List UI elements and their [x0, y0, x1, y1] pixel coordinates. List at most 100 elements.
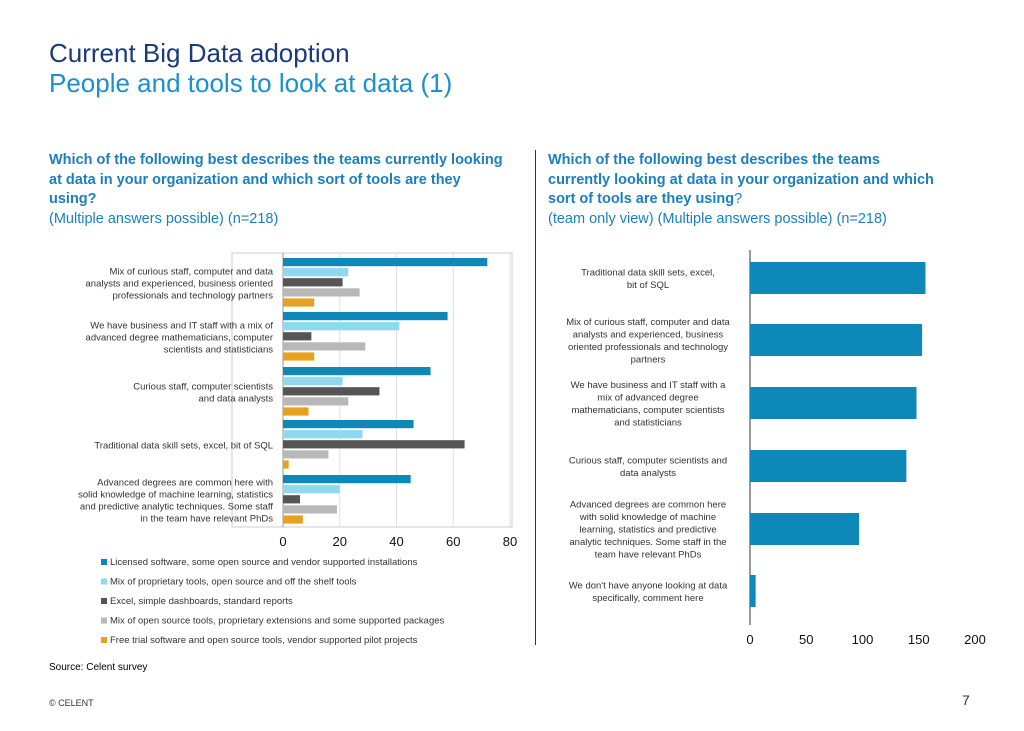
- bar: [283, 377, 343, 386]
- category-label: Traditional data skill sets, excel, bit …: [94, 440, 273, 451]
- bar: [283, 367, 431, 376]
- category-label-line: We have business and IT staff with a: [571, 380, 726, 391]
- bar: [283, 387, 380, 396]
- category-label-line: Advanced degrees are common here: [570, 500, 726, 511]
- category-label-line: analysts and experienced, business orien…: [86, 278, 273, 289]
- legend-swatch: [101, 578, 107, 585]
- bar: [283, 322, 400, 331]
- legend-label: Licensed software, some open source and …: [110, 557, 418, 568]
- bar: [283, 278, 343, 287]
- plot-frame: [231, 252, 513, 528]
- right-question: Which of the following best describes th…: [548, 151, 943, 229]
- bar: [283, 485, 340, 494]
- x-tick-label: 50: [799, 632, 813, 647]
- bar: [283, 342, 366, 351]
- category-label-line: analytic techniques. Some staff in the: [569, 537, 726, 548]
- category-label-line: Mix of curious staff, computer and data: [566, 317, 730, 328]
- bar: [283, 298, 315, 307]
- right-question-mark: ?: [734, 191, 743, 207]
- category-label-line: Traditional data skill sets, excel, bit …: [94, 440, 273, 451]
- category-label-line: and data analysts: [199, 393, 274, 404]
- column-divider: [535, 150, 536, 645]
- x-tick-label: 60: [446, 534, 460, 549]
- bar: [283, 475, 411, 484]
- bar: [283, 397, 349, 406]
- category-label-line: mathematicians, computer scientists: [571, 405, 724, 416]
- left-question-text: Which of the following best describes th…: [49, 152, 503, 207]
- bar: [283, 450, 329, 459]
- bar: [283, 268, 349, 277]
- category-label-line: learning, statistics and predictive: [579, 525, 716, 536]
- bar: [283, 312, 448, 321]
- bar: [283, 460, 289, 469]
- category-label: Curious staff, computer scientists and da…: [133, 381, 273, 404]
- bar: [750, 575, 756, 607]
- category-label-line: partners: [631, 354, 666, 365]
- x-tick-label: 40: [389, 534, 403, 549]
- category-label-line: in the team have relevant PhDs: [140, 513, 273, 524]
- category-label-line: Curious staff, computer scientists and: [569, 455, 727, 466]
- category-label-line: We don't have anyone looking at data: [569, 580, 728, 591]
- category-label-line: mix of advanced degree: [597, 392, 698, 403]
- legend-swatch: [101, 598, 107, 604]
- legend-swatch: [101, 617, 107, 624]
- category-label: Curious staff, computer scientists and da…: [569, 455, 727, 479]
- category-label-line: and predictive analytic techniques. Some…: [80, 501, 273, 512]
- source-note: Source: Celent survey: [49, 662, 148, 673]
- x-tick-label: 0: [746, 632, 753, 647]
- x-tick-label: 0: [279, 534, 286, 549]
- category-label-line: We have business and IT staff with a mix…: [90, 320, 273, 331]
- legend-swatch: [101, 637, 107, 643]
- left-question-note: (Multiple answers possible) (n=218): [49, 210, 279, 227]
- category-label-line: analysts and experienced, business: [573, 329, 724, 340]
- bar: [750, 324, 923, 356]
- bar: [283, 407, 309, 416]
- category-label: Advanced degrees are common here with sol…: [569, 500, 726, 561]
- bar: [283, 258, 488, 267]
- category-label-line: data analysts: [620, 468, 676, 479]
- bar: [283, 288, 360, 297]
- bar: [283, 430, 363, 439]
- bar: [283, 515, 303, 524]
- bar: [283, 352, 315, 361]
- bar: [750, 450, 907, 482]
- bar: [283, 420, 414, 429]
- category-label-line: specifically, comment here: [592, 593, 703, 604]
- bar: [750, 513, 860, 545]
- page-title: Current Big Data adoption: [49, 38, 350, 68]
- right-question-text: Which of the following best describes th…: [548, 152, 934, 207]
- category-label: Advanced degrees are common here with sol…: [78, 477, 273, 524]
- x-tick-label: 100: [852, 632, 874, 647]
- x-tick-label: 20: [333, 534, 347, 549]
- legend-swatch: [101, 559, 107, 565]
- category-label: Mix of curious staff, computer and data a…: [86, 266, 274, 301]
- category-label-line: Curious staff, computer scientists: [133, 381, 273, 392]
- category-label-line: bit of SQL: [627, 280, 669, 291]
- copyright: © CELENT: [49, 698, 94, 708]
- bar: [750, 387, 917, 419]
- x-tick-label: 150: [908, 632, 930, 647]
- left-question: Which of the following best describes th…: [49, 151, 509, 229]
- category-label-line: Advanced degrees are common here with: [97, 477, 273, 488]
- category-label-line: solid knowledge of machine learning, sta…: [78, 489, 273, 500]
- category-label-line: professionals and technology partners: [112, 290, 273, 301]
- page-subtitle: People and tools to look at data (1): [49, 68, 453, 98]
- bar: [283, 332, 312, 341]
- category-label: We don't have anyone looking at data spec…: [569, 580, 728, 604]
- category-label: We have business and IT staff with a mix …: [571, 380, 726, 429]
- x-tick-label: 80: [503, 534, 517, 549]
- category-label-line: oriented professionals and technology: [568, 342, 728, 353]
- x-tick-label: 200: [964, 632, 986, 647]
- category-label-line: advanced degree mathematicians, computer: [86, 332, 273, 343]
- legend-label: Excel, simple dashboards, standard repor…: [110, 596, 293, 607]
- page-number: 7: [962, 692, 970, 708]
- category-label-line: Mix of curious staff, computer and data: [109, 266, 273, 277]
- category-label: We have business and IT staff with a mix…: [86, 320, 274, 355]
- right-question-note: (team only view) (Multiple answers possi…: [548, 210, 887, 227]
- legend-label: Mix of proprietary tools, open source an…: [110, 577, 357, 588]
- bar: [283, 440, 465, 449]
- bar: [750, 262, 926, 294]
- category-label-line: Traditional data skill sets, excel,: [581, 267, 715, 278]
